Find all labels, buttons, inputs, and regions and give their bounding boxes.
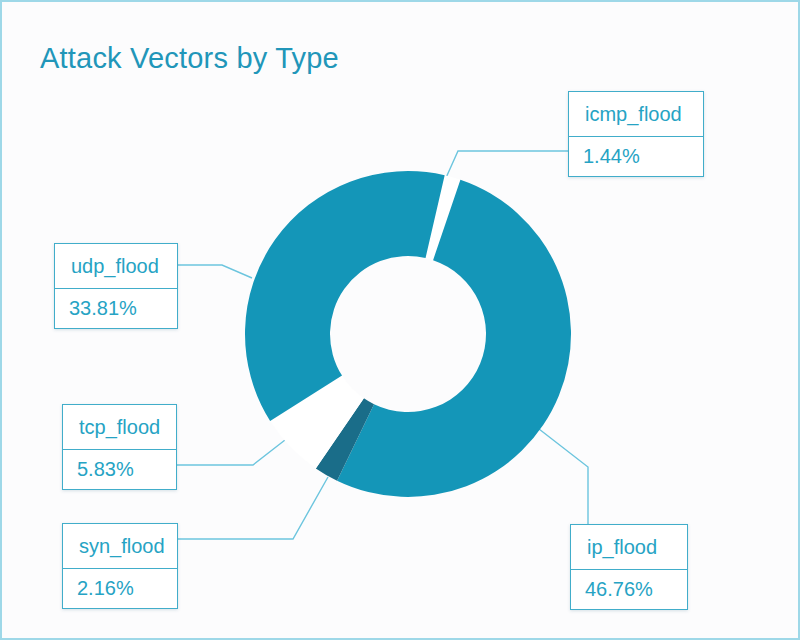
donut-slices[interactable] [245, 171, 571, 497]
callout-syn-flood: syn_flood 2.16% [62, 523, 178, 609]
callout-tcp-label: tcp_flood [63, 405, 176, 450]
callout-udp-label: udp_flood [55, 244, 177, 289]
callout-ip-label: ip_flood [571, 525, 687, 570]
callout-tcp-flood: tcp_flood 5.83% [62, 404, 177, 490]
callout-udp-flood: udp_flood 33.81% [54, 243, 178, 329]
callout-ip-value: 46.76% [571, 570, 687, 609]
leader-udp [178, 265, 252, 278]
callout-ip-flood: ip_flood 46.76% [570, 524, 688, 610]
callout-icmp-value: 1.44% [569, 137, 703, 176]
callout-tcp-value: 5.83% [63, 450, 176, 489]
leader-tcp [177, 440, 285, 465]
leader-icmp [445, 151, 568, 180]
callout-icmp-flood: icmp_flood 1.44% [568, 91, 704, 177]
leader-ip [539, 429, 588, 524]
callout-syn-value: 2.16% [63, 569, 177, 608]
callout-syn-label: syn_flood [63, 524, 177, 569]
callout-udp-value: 33.81% [55, 289, 177, 328]
callout-icmp-label: icmp_flood [569, 92, 703, 137]
leader-syn [178, 477, 328, 539]
